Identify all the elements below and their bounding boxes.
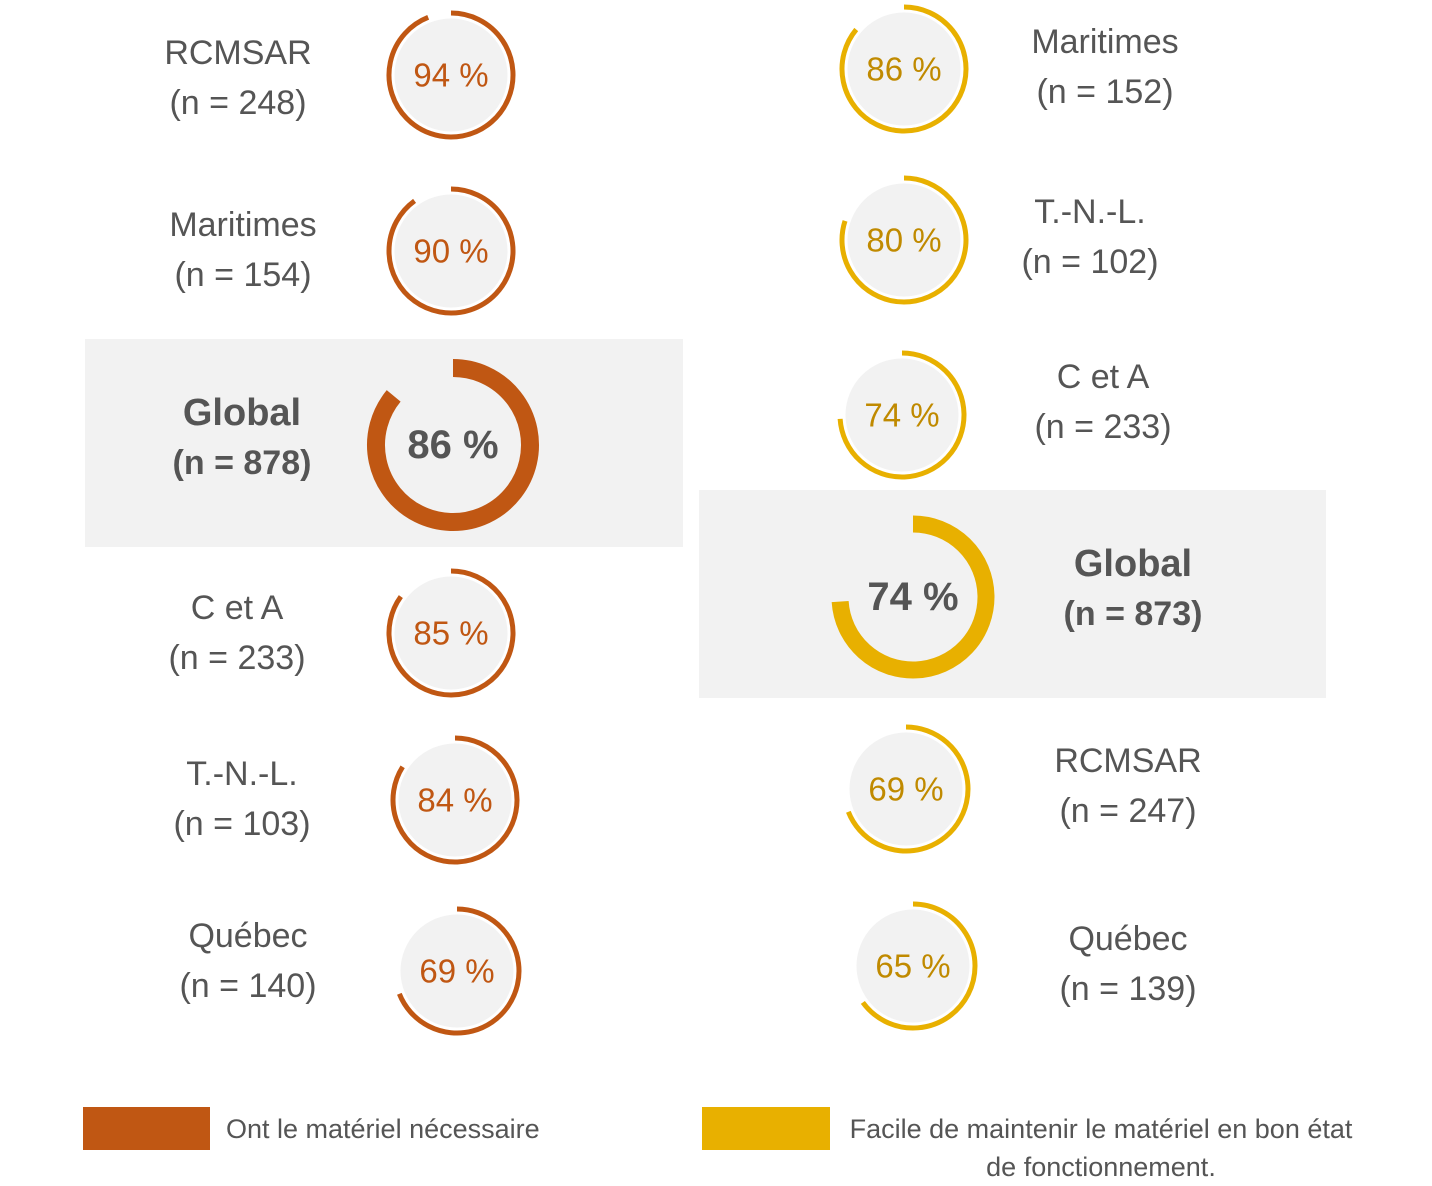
region-name: Maritimes xyxy=(169,206,317,244)
left-label-1: RCMSAR (n = 248) xyxy=(138,28,338,128)
right-label-6: Québec (n = 139) xyxy=(1028,914,1228,1014)
donut-right-5: 69 % xyxy=(846,724,971,854)
donut-center-disc xyxy=(394,576,508,690)
donut-value-label: 69 % xyxy=(868,771,943,808)
donut-arc xyxy=(386,186,516,316)
sample-size: (n = 248) xyxy=(169,84,307,122)
donut-center-disc xyxy=(400,914,514,1028)
donut-left-1: 94 % xyxy=(386,10,516,140)
donut-right-2: 80 % xyxy=(839,175,969,305)
donut-arc xyxy=(367,359,539,531)
sample-size: (n = 154) xyxy=(174,256,312,294)
donut-arc xyxy=(860,901,978,1031)
donut-arc xyxy=(839,175,969,305)
region-name: Québec xyxy=(1068,920,1188,958)
legend-swatch-necessary xyxy=(83,1107,210,1150)
donut-center-disc xyxy=(849,732,963,846)
donut-right-3: 74 % xyxy=(837,350,967,480)
donut-right-6: 65 % xyxy=(856,901,978,1031)
legend-label-maintain: Facile de maintenir le matériel en bon é… xyxy=(849,1114,1353,1182)
sample-size: (n = 152) xyxy=(1036,73,1174,111)
donut-left-2: 90 % xyxy=(386,186,516,316)
region-name: T.-N.-L. xyxy=(186,755,298,793)
donut-arc xyxy=(386,10,516,140)
donut-arc xyxy=(837,350,967,480)
legend-swatch-maintain xyxy=(702,1107,830,1150)
donut-left-6: 69 % xyxy=(397,906,522,1036)
right-label-1: Maritimes (n = 152) xyxy=(1005,17,1205,117)
donut-value-label: 80 % xyxy=(866,222,941,259)
left-label-global: Global (n = 878) xyxy=(132,388,352,488)
donut-center-disc xyxy=(398,743,512,857)
donut-arc xyxy=(390,735,520,865)
donut-value-label: 86 % xyxy=(866,51,941,88)
donut-value-label: 86 % xyxy=(407,423,498,467)
right-label-5: RCMSAR (n = 247) xyxy=(1028,736,1228,836)
donut-value-label: 74 % xyxy=(867,575,958,619)
sample-size: (n = 873) xyxy=(1063,595,1203,633)
donut-arc xyxy=(397,906,522,1036)
legend-label-necessary: Ont le matériel nécessaire xyxy=(226,1114,540,1144)
donut-arc xyxy=(386,568,516,698)
sample-size: (n = 247) xyxy=(1059,792,1197,830)
region-name: C et A xyxy=(1056,358,1150,396)
region-name: C et A xyxy=(190,589,284,627)
sample-size: (n = 139) xyxy=(1059,970,1197,1008)
donut-value-label: 85 % xyxy=(413,615,488,652)
donut-arc xyxy=(846,724,971,854)
donut-value-label: 94 % xyxy=(413,57,488,94)
donut-left-global: 86 % xyxy=(367,359,539,531)
right-label-global: Global (n = 873) xyxy=(1023,539,1243,639)
region-name: Global xyxy=(182,392,302,434)
sample-size: (n = 233) xyxy=(168,639,306,677)
region-name: Global xyxy=(1073,543,1193,585)
sample-size: (n = 102) xyxy=(1021,243,1159,281)
donut-right-global: 74 % xyxy=(831,515,995,679)
global-highlight-right xyxy=(699,490,1326,698)
donut-right-1: 86 % xyxy=(839,4,969,134)
right-label-3: C et A (n = 233) xyxy=(1003,352,1203,452)
donut-arc xyxy=(831,515,995,679)
region-name: Maritimes xyxy=(1031,23,1179,61)
region-name: T.-N.-L. xyxy=(1034,193,1146,231)
sample-size: (n = 233) xyxy=(1034,408,1172,446)
sample-size: (n = 103) xyxy=(173,805,311,843)
left-label-2: Maritimes (n = 154) xyxy=(143,200,343,300)
left-label-5: T.-N.-L. (n = 103) xyxy=(142,749,342,849)
donut-center-disc xyxy=(845,358,959,472)
region-name: RCMSAR xyxy=(164,34,312,72)
donut-left-4: 85 % xyxy=(386,568,516,698)
donut-value-label: 84 % xyxy=(417,782,492,819)
donut-left-5: 84 % xyxy=(390,735,520,865)
donut-value-label: 65 % xyxy=(875,948,950,985)
left-label-6: Québec (n = 140) xyxy=(148,911,348,1011)
donut-arc xyxy=(839,4,969,134)
donut-center-disc xyxy=(394,18,508,132)
region-name: Québec xyxy=(188,917,308,955)
donut-center-disc xyxy=(847,12,961,126)
donut-center-disc xyxy=(394,194,508,308)
donut-value-label: 69 % xyxy=(419,953,494,990)
sample-size: (n = 878) xyxy=(172,444,312,482)
donut-value-label: 74 % xyxy=(864,397,939,434)
left-label-4: C et A (n = 233) xyxy=(137,583,337,683)
donut-center-disc xyxy=(847,183,961,297)
donut-value-label: 90 % xyxy=(413,233,488,270)
region-name: RCMSAR xyxy=(1054,742,1202,780)
donut-center-disc xyxy=(856,909,970,1023)
right-label-2: T.-N.-L. (n = 102) xyxy=(990,187,1190,287)
sample-size: (n = 140) xyxy=(179,967,317,1005)
